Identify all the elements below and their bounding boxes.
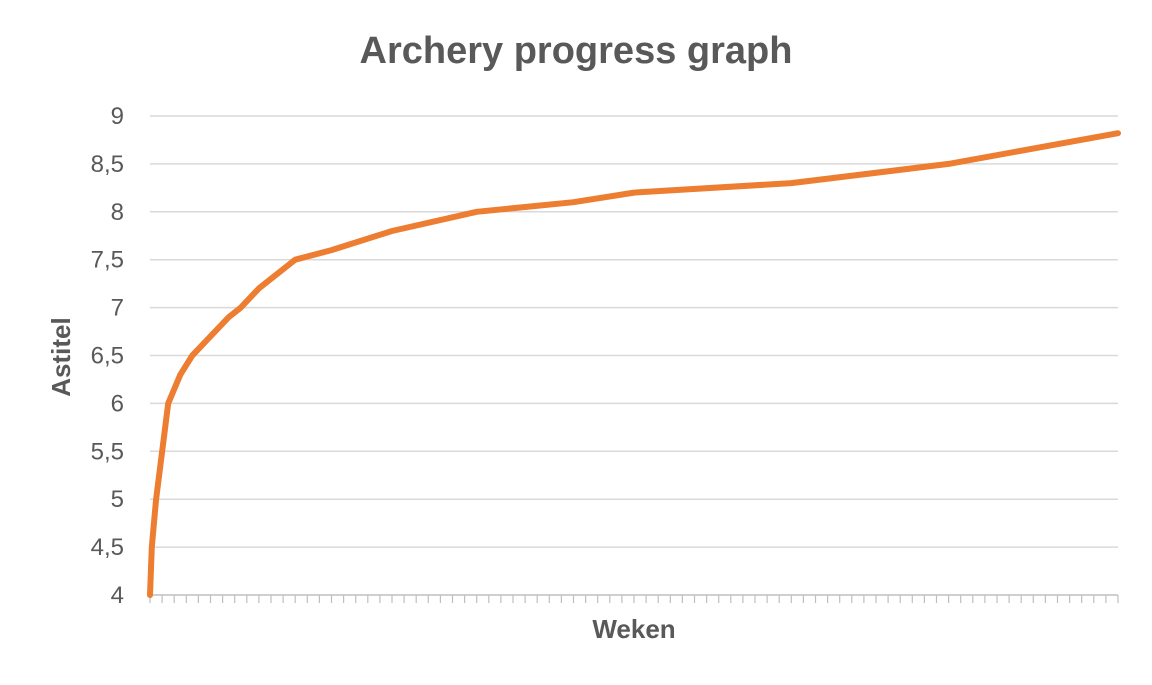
y-tick-label: 8 <box>111 199 124 226</box>
y-tick-label: 6,5 <box>91 343 124 370</box>
x-axis-title: Weken <box>592 614 675 644</box>
series-layer <box>147 130 1121 598</box>
y-tick-label: 4 <box>111 582 124 609</box>
y-axis-title: Astitel <box>46 317 76 396</box>
gridlines <box>150 115 1118 548</box>
y-tick-label: 5,5 <box>91 438 124 465</box>
y-tick-label: 5 <box>111 486 124 513</box>
y-tick-label: 4,5 <box>91 534 124 561</box>
y-tick-label: 7,5 <box>91 247 124 274</box>
y-tick-label: 8,5 <box>91 151 124 178</box>
y-tick-label: 9 <box>111 103 124 130</box>
y-tick-label: 6 <box>111 390 124 417</box>
x-axis-ticks <box>149 594 1119 603</box>
y-axis-tick-labels: 4 4,5 5 5,5 6 6,5 7 7,5 8 8,5 9 <box>91 103 124 609</box>
chart-title: Archery progress graph <box>360 30 793 72</box>
y-tick-label: 7 <box>111 295 124 322</box>
series-line <box>147 130 1121 598</box>
